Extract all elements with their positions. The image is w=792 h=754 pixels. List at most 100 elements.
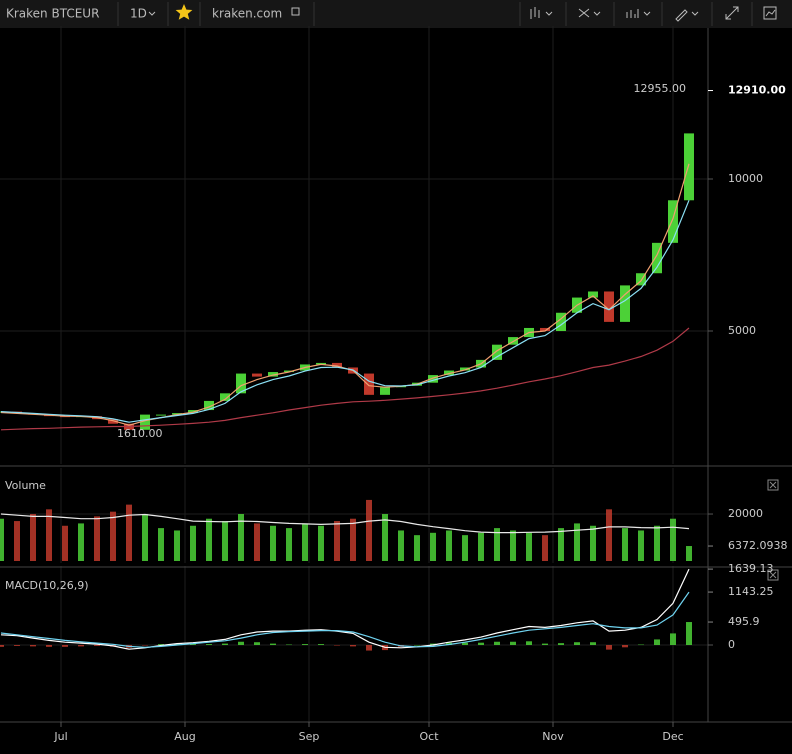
last-value-label: 6372.0938 — [728, 539, 788, 552]
bar — [446, 642, 452, 645]
symbol[interactable]: Kraken BTCEUR — [6, 7, 99, 21]
last-value-label: 495.9 — [728, 615, 760, 628]
candle — [140, 414, 150, 430]
candle — [556, 312, 566, 332]
bar — [366, 644, 372, 651]
bar — [494, 641, 500, 645]
series-line — [0, 327, 690, 431]
bar — [14, 521, 20, 561]
bar — [350, 644, 356, 647]
bar — [606, 644, 612, 650]
bar — [318, 644, 324, 645]
bar — [270, 643, 276, 645]
candle — [636, 273, 646, 286]
drawing-button[interactable] — [675, 9, 699, 22]
series-line — [0, 200, 690, 423]
bar — [190, 525, 196, 561]
bar — [670, 518, 676, 561]
last-price-label: 12910.00 — [728, 84, 786, 97]
snapshot-button[interactable] — [763, 6, 777, 20]
bar — [286, 644, 292, 646]
close-pane-button[interactable] — [767, 569, 779, 581]
bar — [558, 528, 564, 561]
bar — [94, 644, 100, 646]
candle — [604, 291, 614, 322]
toolbar-bg — [0, 0, 792, 28]
indicators-button[interactable] — [578, 8, 601, 18]
source-link[interactable]: kraken.com — [212, 7, 282, 21]
bar — [558, 643, 564, 645]
bar — [654, 525, 660, 561]
x-tick-label: Sep — [299, 730, 320, 743]
bar — [62, 644, 68, 647]
x-tick-label: Aug — [174, 730, 195, 743]
bar — [302, 644, 308, 645]
interval[interactable]: 1D — [130, 7, 147, 21]
candle — [316, 362, 326, 365]
x-tick-label: Nov — [542, 730, 564, 743]
close-box[interactable] — [767, 569, 779, 581]
bar — [206, 644, 212, 645]
bar — [334, 644, 340, 646]
candle — [620, 285, 630, 322]
compare-button[interactable] — [626, 9, 651, 18]
external-icon — [291, 7, 300, 16]
bar — [350, 518, 356, 561]
bar — [686, 622, 692, 645]
bar — [430, 643, 436, 645]
bar — [110, 511, 116, 561]
candle — [204, 400, 214, 411]
close-pane-button[interactable] — [767, 479, 779, 491]
bar — [174, 530, 180, 561]
y-tick-label: 5000 — [728, 324, 756, 337]
bar — [0, 518, 4, 561]
bar — [286, 528, 292, 561]
candle — [332, 362, 342, 368]
bar — [574, 642, 580, 645]
bar — [62, 525, 68, 561]
close-box[interactable] — [767, 479, 779, 491]
candle — [444, 370, 454, 376]
x-tick-label: Oct — [419, 730, 439, 743]
bar — [590, 642, 596, 645]
bar — [622, 528, 628, 561]
candle — [652, 242, 662, 274]
candle — [508, 337, 518, 345]
candle — [284, 370, 294, 373]
fullscreen-button[interactable] — [725, 6, 739, 20]
chart-type-button[interactable] — [530, 7, 553, 19]
candle — [156, 414, 166, 416]
bar — [526, 532, 532, 561]
x-tick-label: Dec — [662, 730, 683, 743]
candle — [588, 291, 598, 298]
candle — [268, 372, 278, 377]
candle — [188, 410, 198, 414]
y-tick-label: 10000 — [728, 172, 763, 185]
bar — [46, 509, 52, 561]
bar — [30, 644, 36, 647]
bar — [30, 514, 36, 561]
candle — [684, 133, 694, 201]
bar — [478, 642, 484, 645]
bar — [462, 642, 468, 645]
last-value-label: 1143.25 — [728, 585, 774, 598]
favorite-star[interactable] — [175, 4, 193, 20]
candle — [460, 367, 470, 371]
bar — [190, 644, 196, 645]
bar — [126, 504, 132, 561]
series-line — [0, 568, 690, 650]
bar — [398, 530, 404, 561]
bar — [414, 644, 420, 646]
pane-title: Volume — [5, 479, 46, 492]
bar — [446, 530, 452, 561]
bar — [574, 523, 580, 561]
candle — [220, 393, 230, 401]
bar — [142, 644, 148, 646]
bar — [238, 514, 244, 561]
x-tick-label: Jul — [53, 730, 67, 743]
bar — [174, 643, 180, 645]
bar — [142, 514, 148, 561]
bar — [222, 643, 228, 645]
close-x — [769, 571, 777, 579]
bar — [78, 523, 84, 561]
